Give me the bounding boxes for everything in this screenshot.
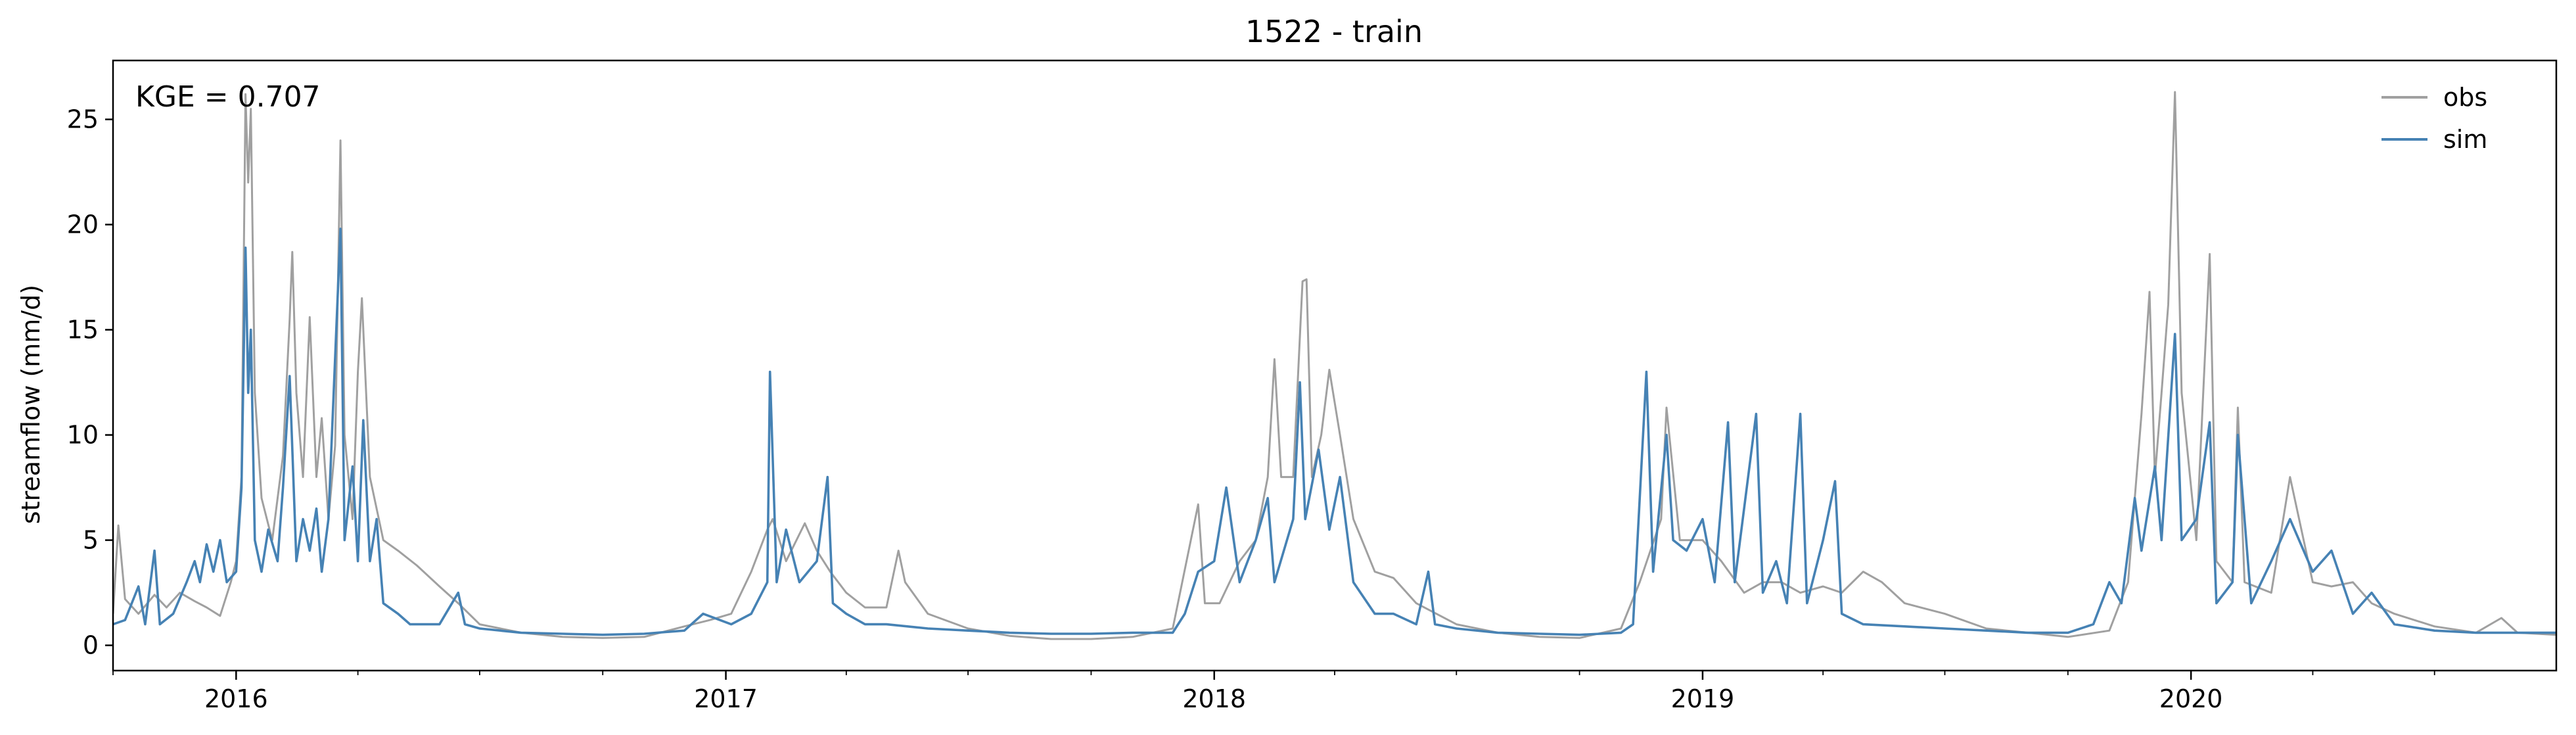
- series-line-obs: [113, 91, 2556, 640]
- kge-annotation: KGE = 0.707: [135, 80, 321, 114]
- chart-title: 1522 - train: [1245, 14, 1423, 49]
- ticks-layer: 0 5 10 15 20 25 2016 2017 2018 2019 2020: [67, 105, 2435, 713]
- x-tick-label: 2017: [694, 684, 758, 713]
- x-tick-label: 2019: [1671, 684, 1735, 713]
- y-tick-label: 25: [67, 105, 99, 134]
- legend-obs-label: obs: [2443, 83, 2487, 112]
- series-line-sim: [113, 227, 2556, 636]
- y-tick-label: 5: [83, 526, 99, 555]
- legend: obs sim: [2381, 83, 2487, 154]
- y-tick-label: 0: [83, 631, 99, 660]
- y-tick-label: 10: [67, 421, 99, 450]
- y-tick-label: 20: [67, 210, 99, 239]
- y-axis-label: streamflow (mm/d): [16, 285, 45, 524]
- legend-sim-label: sim: [2443, 125, 2487, 154]
- x-tick-label: 2018: [1182, 684, 1246, 713]
- y-tick-label: 15: [67, 316, 99, 344]
- x-tick-label: 2020: [2159, 684, 2223, 713]
- x-tick-label: 2016: [204, 684, 268, 713]
- series-layer: [113, 91, 2556, 640]
